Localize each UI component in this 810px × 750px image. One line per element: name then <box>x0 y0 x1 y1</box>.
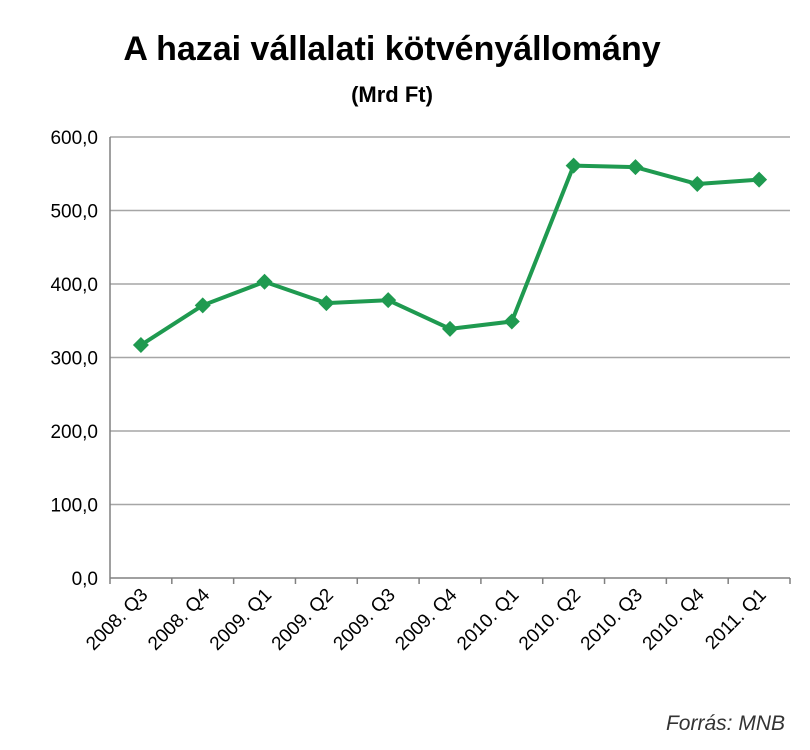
series-line <box>139 163 760 347</box>
x-tick-label: 2009. Q1 <box>206 585 276 655</box>
y-tick-label: 300,0 <box>50 349 98 370</box>
chart-subtitle: (Mrd Ft) <box>351 82 433 107</box>
data-series <box>132 157 768 354</box>
x-tick-label: 2008. Q4 <box>144 584 214 654</box>
x-tick-label: 2010. Q2 <box>515 585 585 655</box>
x-tick-label: 2009. Q2 <box>268 585 338 655</box>
data-point <box>380 292 397 309</box>
data-point <box>442 320 458 337</box>
x-tick-label: 2009. Q4 <box>391 584 461 654</box>
data-point <box>194 297 211 314</box>
axes <box>109 137 791 584</box>
data-point <box>132 337 149 354</box>
data-point <box>627 159 644 176</box>
x-tick-label: 2009. Q3 <box>330 585 400 655</box>
gridlines <box>110 136 790 506</box>
x-tick-label: 2010. Q3 <box>577 585 647 655</box>
y-tick-label: 400,0 <box>50 275 98 296</box>
data-point <box>503 313 520 330</box>
x-tick-label: 2008. Q3 <box>82 585 152 655</box>
y-tick-label: 600,0 <box>50 128 98 149</box>
y-tick-label: 0,0 <box>72 569 98 590</box>
data-point <box>565 157 582 174</box>
data-point <box>256 273 273 290</box>
y-tick-labels: 0,0 100,0 200,0 300,0 400,0 500,0 600,0 <box>50 128 98 590</box>
x-tick-label: 2011. Q1 <box>701 585 770 654</box>
y-tick-label: 100,0 <box>50 496 98 517</box>
x-tick-label: 2010. Q4 <box>639 584 709 654</box>
x-tick-label: 2010. Q1 <box>453 585 523 655</box>
source-note: Forrás: MNB <box>666 712 785 735</box>
data-point <box>689 176 706 193</box>
data-point <box>751 171 768 188</box>
data-point <box>318 295 335 312</box>
y-tick-label: 500,0 <box>50 202 98 223</box>
chart-title: A hazai vállalati kötvényállomány <box>123 30 660 68</box>
y-tick-label: 200,0 <box>50 422 98 443</box>
